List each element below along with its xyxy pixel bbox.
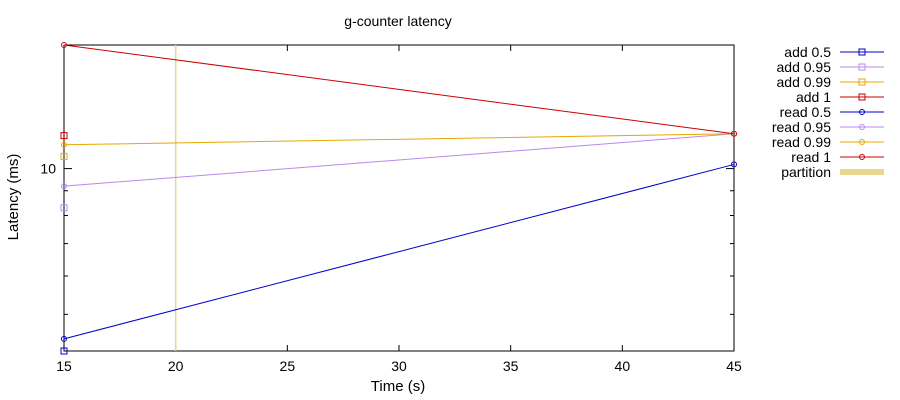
- legend-swatch-partition: [840, 169, 884, 175]
- legend-marker-add-0-99: [858, 78, 866, 86]
- data-point-read-0-5: [61, 335, 67, 342]
- legend-label-read-0-95: read 0.95: [772, 119, 831, 135]
- legend-label-partition: partition: [781, 164, 831, 180]
- x-tick-label: 15: [56, 358, 72, 374]
- legend-label-read-0-5: read 0.5: [780, 104, 832, 120]
- series-line-read-0-95: [63, 133, 735, 187]
- legend-marker-read-0-95: [859, 124, 865, 130]
- x-tick-label: 30: [391, 358, 407, 374]
- plot-area: 15 20 25 30 35 40 45 10: [40, 42, 742, 374]
- plot-frame: [63, 44, 735, 352]
- x-tick-label: 45: [726, 358, 742, 374]
- chart-title: g-counter latency: [344, 13, 451, 29]
- legend-label-read-1: read 1: [791, 149, 831, 165]
- data-point-read-0-5: [731, 161, 737, 168]
- series-line-read-0-99: [63, 133, 735, 146]
- legend-marker-add-0-5: [858, 48, 866, 56]
- legend-label-add-0-95: add 0.95: [777, 59, 832, 75]
- y-axis-label: Latency (ms): [5, 154, 22, 241]
- legend-label-add-0-99: add 0.99: [777, 74, 832, 90]
- x-tick-label: 25: [280, 358, 296, 374]
- legend-marker-read-0-99: [859, 139, 865, 145]
- legend-marker-read-1: [859, 154, 865, 160]
- data-point-add-1: [60, 132, 68, 140]
- data-point-add-0-95: [60, 204, 68, 212]
- x-tick-label: 40: [615, 358, 631, 374]
- legend-marker-add-0-95: [858, 63, 866, 71]
- data-point-add-0-5: [60, 347, 68, 355]
- legend-label-add-0-5: add 0.5: [784, 44, 831, 60]
- data-point-read-0-95: [61, 183, 67, 190]
- y-tick-label: 10: [40, 161, 56, 177]
- data-point-add-0-99: [60, 152, 68, 160]
- legend-marker-read-0-5: [859, 109, 865, 115]
- legend-label-add-1: add 1: [796, 89, 831, 105]
- data-point-read-1: [731, 130, 737, 137]
- x-tick-label: 20: [168, 358, 184, 374]
- x-axis-label: Time (s): [371, 378, 425, 395]
- data-point-read-0-99: [61, 141, 67, 148]
- x-tick-label: 35: [503, 358, 519, 374]
- legend-label-read-0-99: read 0.99: [772, 134, 831, 150]
- legend-marker-add-1: [858, 93, 866, 101]
- data-point-read-1: [61, 42, 67, 48]
- series-line-read-0-5: [63, 163, 735, 340]
- series-line-read-1: [63, 44, 735, 135]
